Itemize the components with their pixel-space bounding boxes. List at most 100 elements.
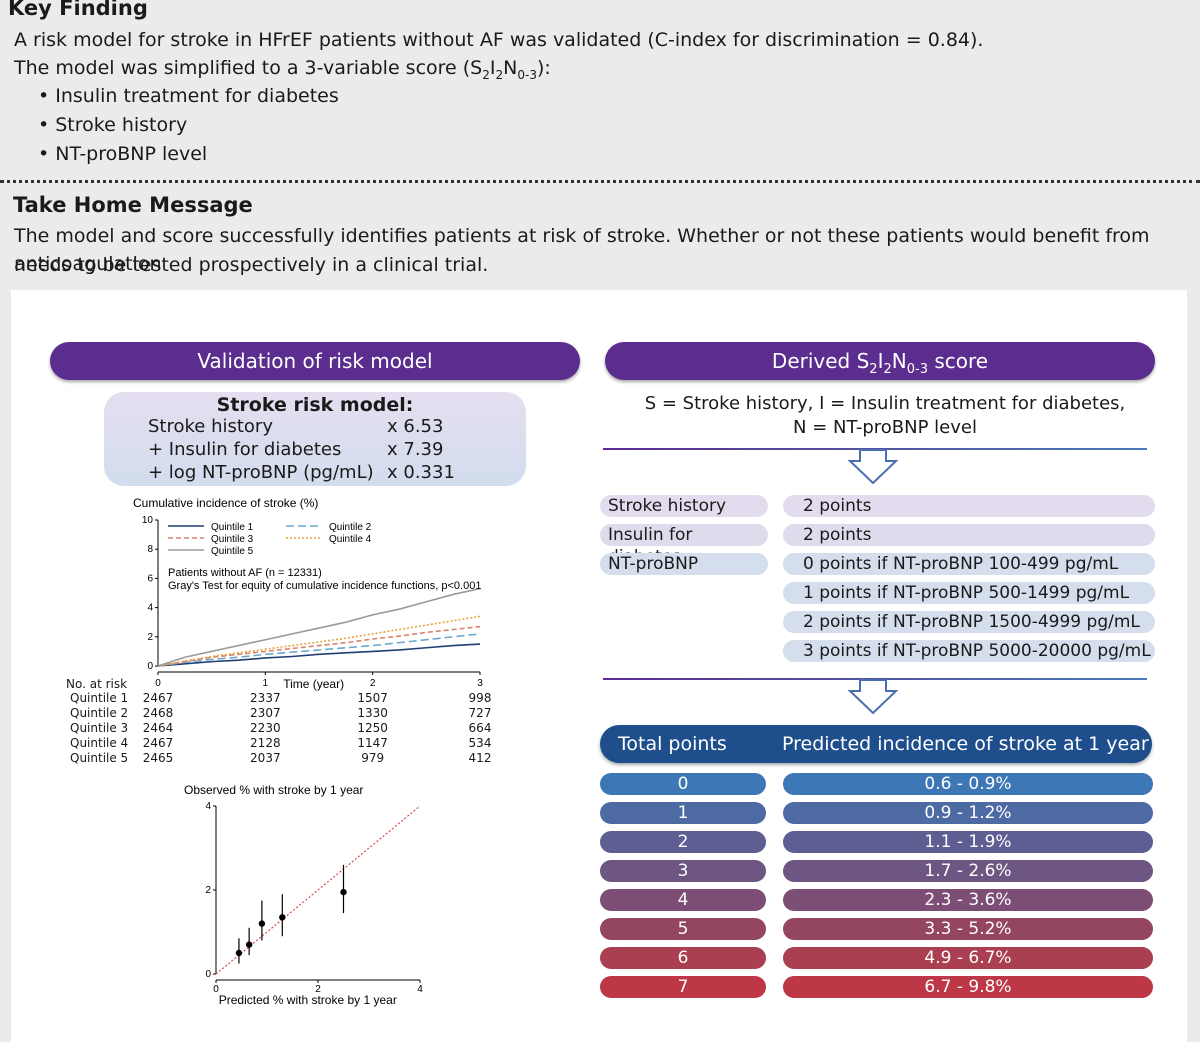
- criteria-label: NT-proBNP: [600, 553, 768, 575]
- identity-line: [215, 805, 421, 975]
- x-tick-label: 0: [213, 984, 219, 995]
- model-row-label: + Insulin for diabetes: [148, 439, 342, 460]
- criteria-points: 0 points if NT-proBNP 100-499 pg/mL: [783, 553, 1155, 575]
- calibration-chart: Observed % with stroke by 1 year 0 2 4 0 2 4 Pr…: [184, 783, 423, 1007]
- take-home-line2: needs to be tested prospectively in a cl…: [14, 254, 489, 276]
- predicted-incidence-cell: 4.9 - 6.7%: [783, 947, 1153, 969]
- series-line: [157, 643, 481, 667]
- risk-cell: 2464: [142, 721, 174, 735]
- y-tick-label: 6: [147, 573, 153, 584]
- down-arrow-icon: [848, 449, 898, 485]
- score-points-cell: 2: [600, 831, 766, 853]
- x-axis-label: Time (year): [283, 677, 344, 691]
- risk-cell: 2037: [250, 751, 281, 765]
- legend-label: Quintile 5: [211, 546, 254, 557]
- criteria-points: 3 points if NT-proBNP 5000-20000 pg/mL: [783, 640, 1155, 662]
- x-axis-label: Predicted % with stroke by 1 year: [219, 993, 397, 1007]
- score-points-cell: 6: [600, 947, 766, 969]
- criteria-label: Insulin for diabetes: [600, 524, 768, 567]
- validation-header: Validation of risk model: [50, 342, 580, 380]
- model-row-label: + log NT-proBNP (pg/mL): [148, 462, 374, 483]
- y-tick-label: 0: [147, 661, 153, 672]
- annotation: Patients without AF (n = 12331): [168, 567, 322, 579]
- criteria-points: 2 points if NT-proBNP 1500-4999 pg/mL: [783, 611, 1155, 633]
- legend-label: Quintile 2: [329, 522, 372, 533]
- risk-cell: 2128: [250, 736, 281, 750]
- risk-table: No. at risk Quintile 1 2467 2337 1507 998 Quin…: [50, 675, 550, 770]
- legend-label: Quintile 1: [211, 522, 254, 533]
- risk-cell: 412: [468, 751, 492, 765]
- predicted-incidence-cell: 6.7 - 9.8%: [783, 976, 1153, 998]
- cumulative-incidence-chart: Cumulative incidence of stroke (%) 0 2 4 6 8 1…: [133, 496, 483, 691]
- predicted-incidence-cell: 1.7 - 2.6%: [783, 860, 1153, 882]
- risk-cell: 2465: [142, 751, 174, 765]
- risk-cell: 2468: [142, 706, 174, 720]
- predicted-incidence-cell: 2.3 - 3.6%: [783, 889, 1153, 911]
- bullet-item: • NT-proBNP level: [38, 143, 208, 165]
- predicted-incidence-cell: 0.9 - 1.2%: [783, 802, 1153, 824]
- model-row-value: x 6.53: [387, 416, 444, 437]
- risk-cell: 1507: [357, 691, 388, 705]
- risk-cell: 2307: [250, 706, 281, 720]
- risk-cell: 1250: [357, 721, 388, 735]
- data-point: [245, 941, 253, 948]
- y-tick-label: 4: [147, 603, 153, 614]
- chart-title: Observed % with stroke by 1 year: [184, 783, 363, 797]
- annotation: Gray's Test for equity of cumulative inc…: [168, 580, 481, 592]
- legend-label: Quintile 4: [329, 534, 372, 545]
- criteria-points: 1 points if NT-proBNP 500-1499 pg/mL: [783, 582, 1155, 604]
- x-tick-label: 0: [155, 678, 161, 689]
- risk-cell: 1330: [357, 706, 388, 720]
- total-points-header: Total points: [618, 733, 727, 755]
- predicted-incidence-cell: 1.1 - 1.9%: [783, 831, 1153, 853]
- risk-table-header: No. at risk: [66, 677, 128, 691]
- risk-cell: 727: [468, 706, 492, 720]
- risk-cell: 979: [361, 751, 385, 765]
- risk-row-label: Quintile 3: [70, 721, 129, 735]
- bullet-item: • Stroke history: [38, 114, 188, 136]
- model-title: Stroke risk model:: [216, 394, 414, 416]
- risk-row-label: Quintile 5: [70, 751, 129, 765]
- series-line: [157, 587, 481, 667]
- formula-line2: N = NT-proBNP level: [793, 417, 977, 438]
- risk-cell: 998: [468, 691, 492, 705]
- y-tick-label: 0: [205, 969, 211, 980]
- data-point: [279, 914, 286, 921]
- formula-line1: S = Stroke history, I = Insulin treatmen…: [644, 393, 1126, 414]
- data-point: [340, 888, 347, 896]
- risk-cell: 2337: [250, 691, 281, 705]
- score-points-cell: 4: [600, 889, 766, 911]
- y-tick-label: 2: [147, 632, 153, 643]
- risk-cell: 534: [468, 736, 492, 750]
- take-home-line1: The model and score successfully identif…: [14, 225, 1150, 275]
- down-arrow-icon: [848, 679, 898, 715]
- key-finding-heading: Key Finding: [8, 0, 148, 20]
- x-tick-label: 2: [315, 984, 321, 995]
- stroke-risk-model-box: Stroke risk model: Stroke history x 6.53…: [104, 392, 526, 486]
- take-home-heading: Take Home Message: [13, 193, 253, 217]
- y-tick-label: 4: [205, 801, 211, 812]
- bullet-item: • Insulin treatment for diabetes: [38, 85, 339, 107]
- score-points-cell: 7: [600, 976, 766, 998]
- predicted-incidence-cell: 3.3 - 5.2%: [783, 918, 1153, 940]
- criteria-points: 2 points: [783, 524, 1155, 546]
- x-tick-label: 3: [477, 678, 483, 689]
- criteria-label: Stroke history: [600, 495, 768, 517]
- x-tick-label: 2: [370, 678, 376, 689]
- x-tick-label: 1: [263, 678, 269, 689]
- key-finding-line2: The model was simplified to a 3-variable…: [14, 57, 551, 82]
- risk-cell: 2230: [250, 721, 281, 735]
- data-point: [235, 949, 243, 957]
- model-row-value: x 0.331: [387, 462, 455, 483]
- risk-row-label: Quintile 4: [70, 736, 129, 750]
- derived-score-header: Derived S2I2N0-3 score: [605, 342, 1155, 380]
- chart-title: Cumulative incidence of stroke (%): [133, 496, 318, 510]
- risk-cell: 664: [468, 721, 492, 735]
- data-point: [258, 920, 266, 927]
- y-tick-label: 10: [142, 515, 154, 526]
- risk-cell: 2467: [142, 691, 174, 705]
- dotted-divider: [0, 180, 1200, 183]
- series-line: [157, 625, 481, 667]
- model-row-label: Stroke history: [148, 416, 273, 437]
- score-points-cell: 3: [600, 860, 766, 882]
